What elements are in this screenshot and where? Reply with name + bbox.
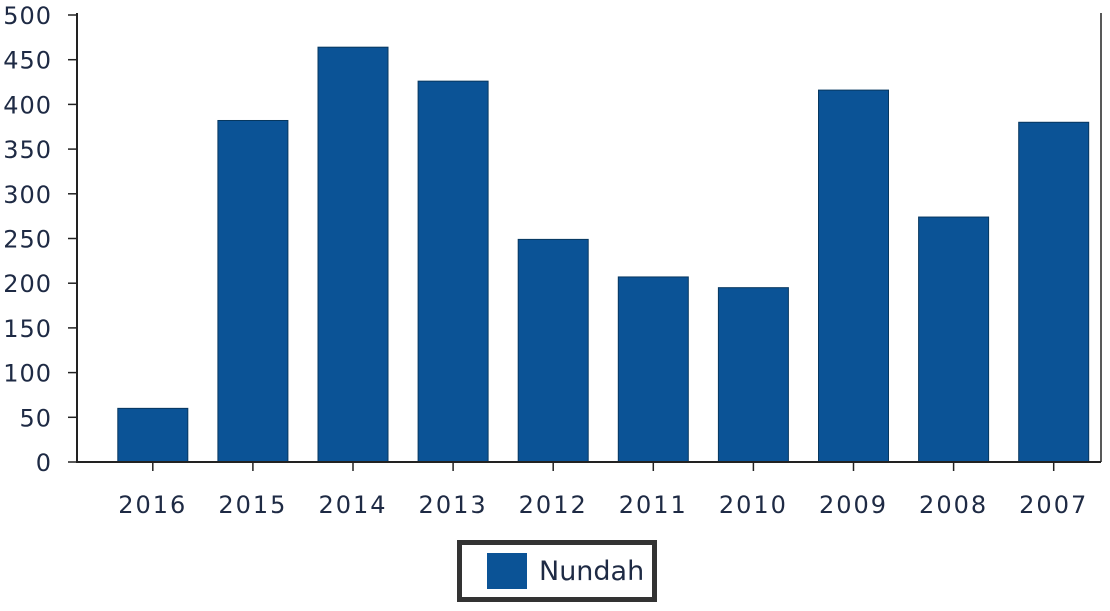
x-tick-label: 2010 [719,491,788,519]
y-tick-label: 0 [36,449,52,477]
x-tick-label: 2013 [419,491,488,519]
x-tick-label: 2011 [619,491,688,519]
bar-2011 [617,276,689,463]
bar-2015 [217,119,289,463]
legend: Nundah [457,540,657,602]
legend-swatch [487,553,527,589]
y-tick-label: 350 [3,136,52,164]
bar-2008 [918,216,990,463]
y-tick-label: 250 [3,226,52,254]
bar-2009 [818,89,889,463]
bar-2016 [117,407,189,463]
y-tick-label: 400 [3,91,52,119]
y-tick-label: 450 [3,47,52,75]
bar-2014 [317,46,389,463]
x-tick-label: 2012 [519,491,588,519]
x-axis-ticks: 2016 2015 2014 2013 2012 2011 2010 2009 2008 2007 [118,462,1088,519]
bar-2013 [417,80,489,463]
x-tick-label: 2007 [1019,491,1088,519]
y-tick-label: 100 [3,360,52,388]
bar-2007 [1018,121,1090,463]
y-tick-label: 500 [3,2,52,30]
bar-2010 [717,287,789,463]
legend-label: Nundah [539,555,645,587]
y-tick-label: 200 [3,270,52,298]
x-tick-label: 2008 [919,491,988,519]
x-tick-label: 2015 [218,491,287,519]
bar-2012 [517,238,589,463]
x-tick-label: 2016 [118,491,187,519]
y-tick-label: 50 [19,404,52,432]
y-tick-label: 300 [3,181,52,209]
x-tick-label: 2009 [819,491,888,519]
x-tick-label: 2014 [318,491,387,519]
bars-layer [117,46,1090,463]
y-axis-ticks: 0 50 100 150 200 250 300 350 400 450 500 [3,2,77,477]
y-tick-label: 150 [3,315,52,343]
